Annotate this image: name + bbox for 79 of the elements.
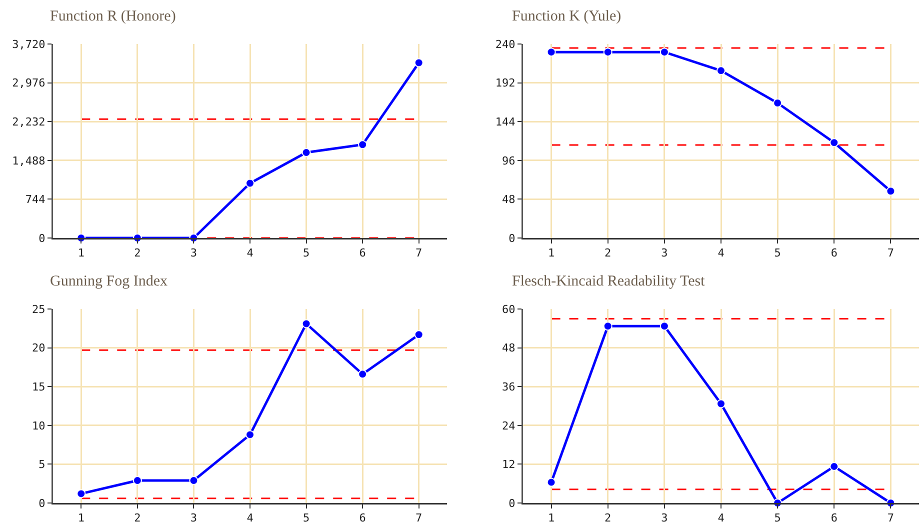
x-tick-label: 4 bbox=[246, 512, 254, 525]
x-tick-label: 5 bbox=[302, 246, 310, 260]
y-tick-label: 96 bbox=[502, 154, 516, 168]
y-tick-label: 144 bbox=[495, 115, 516, 128]
point bbox=[660, 322, 669, 331]
x-tick-label: 4 bbox=[718, 512, 725, 525]
x-tick-label: 1 bbox=[548, 512, 555, 525]
chart-title: Function R (Honore) bbox=[50, 8, 176, 24]
y-tick-label: 10 bbox=[32, 419, 46, 432]
y-tick-label: 20 bbox=[32, 342, 46, 355]
x-tick-label: 3 bbox=[661, 512, 668, 525]
point bbox=[302, 319, 311, 328]
x-tick-label: 2 bbox=[134, 246, 141, 260]
y-tick-label: 0 bbox=[508, 232, 516, 245]
y-tick-label: 2,976 bbox=[12, 76, 46, 90]
y-tick-label: 36 bbox=[502, 380, 516, 394]
y-tick-label: 25 bbox=[32, 302, 46, 316]
x-tick-label: 6 bbox=[359, 512, 366, 525]
y-tick-label: 3,720 bbox=[12, 38, 46, 51]
x-tick-label: 6 bbox=[830, 246, 838, 260]
y-tick-label: 0 bbox=[38, 496, 46, 510]
x-tick-label: 2 bbox=[134, 512, 141, 525]
y-tick-label: 12 bbox=[502, 458, 516, 472]
point bbox=[414, 330, 424, 340]
y-tick-label: 744 bbox=[25, 193, 46, 206]
x-tick-label: 5 bbox=[302, 512, 310, 525]
point bbox=[132, 476, 142, 485]
y-tick-label: 192 bbox=[495, 76, 516, 90]
chart-title: Function K (Yule) bbox=[512, 8, 622, 24]
y-tick-label: 5 bbox=[38, 458, 46, 472]
x-tick-label: 1 bbox=[78, 512, 84, 525]
point bbox=[189, 476, 198, 485]
point bbox=[830, 138, 839, 148]
y-tick-label: 60 bbox=[502, 302, 516, 316]
x-tick-label: 4 bbox=[246, 246, 254, 260]
point bbox=[603, 322, 612, 331]
x-tick-label: 7 bbox=[887, 246, 894, 260]
point bbox=[773, 98, 782, 108]
x-tick-label: 5 bbox=[774, 512, 781, 525]
point bbox=[414, 58, 424, 68]
y-tick-label: 48 bbox=[502, 342, 516, 355]
point bbox=[660, 48, 669, 57]
point bbox=[603, 48, 612, 57]
x-tick-label: 7 bbox=[416, 512, 422, 525]
x-tick-label: 1 bbox=[548, 246, 555, 260]
point bbox=[716, 66, 726, 76]
x-tick-label: 6 bbox=[830, 512, 838, 525]
x-tick-label: 4 bbox=[718, 246, 725, 260]
y-tick-label: 2,232 bbox=[12, 115, 46, 128]
y-tick-label: 48 bbox=[502, 193, 516, 206]
x-tick-label: 7 bbox=[887, 512, 894, 525]
y-tick-label: 1,488 bbox=[12, 154, 46, 168]
chart-title: Flesch-Kincaid Readability Test bbox=[512, 274, 706, 290]
x-tick-label: 2 bbox=[604, 246, 612, 260]
x-tick-label: 3 bbox=[190, 246, 198, 260]
x-tick-label: 6 bbox=[359, 246, 366, 260]
x-tick-label: 2 bbox=[604, 512, 612, 525]
point bbox=[246, 430, 254, 440]
point bbox=[246, 178, 254, 188]
chart-title: Gunning Fog Index bbox=[50, 274, 168, 290]
point bbox=[546, 478, 556, 487]
point bbox=[886, 186, 896, 196]
y-tick-label: 0 bbox=[38, 232, 46, 245]
point bbox=[358, 140, 368, 150]
x-tick-label: 3 bbox=[190, 512, 198, 525]
y-tick-label: 15 bbox=[32, 380, 46, 394]
y-tick-label: 0 bbox=[508, 496, 516, 510]
x-tick-label: 7 bbox=[416, 246, 422, 260]
x-tick-label: 1 bbox=[78, 246, 84, 260]
point bbox=[76, 489, 86, 498]
y-tick-label: 24 bbox=[502, 419, 516, 432]
x-tick-label: 5 bbox=[774, 246, 781, 260]
point bbox=[546, 48, 556, 57]
point bbox=[302, 148, 311, 157]
point bbox=[830, 462, 839, 471]
point bbox=[716, 399, 726, 408]
x-tick-label: 3 bbox=[661, 246, 668, 260]
point bbox=[358, 370, 368, 379]
y-tick-label: 240 bbox=[495, 38, 516, 51]
